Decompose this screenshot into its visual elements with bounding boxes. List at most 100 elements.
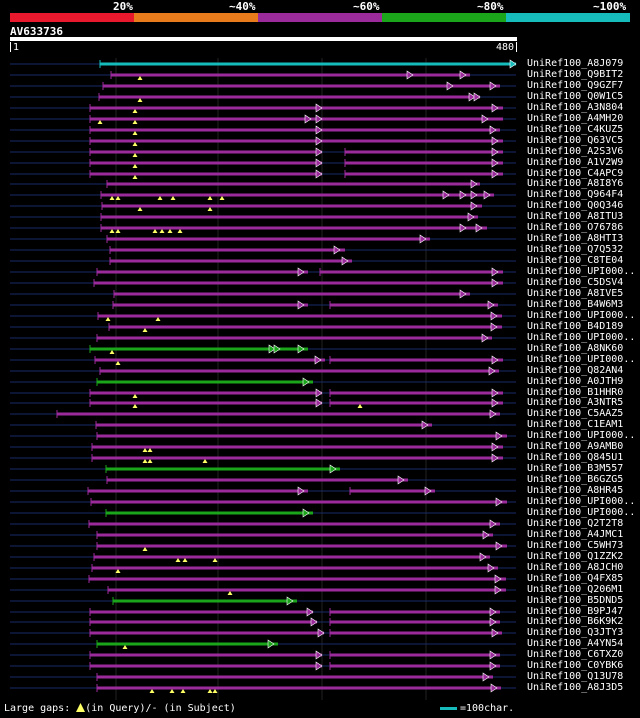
hit-label[interactable]: UniRef100_A8JCH0 — [527, 562, 624, 573]
hit-label[interactable]: UniRef100_C1EAM1 — [527, 419, 624, 430]
hit-row[interactable] — [10, 617, 516, 627]
hit-label[interactable]: UniRef100_A8J3D5 — [527, 682, 624, 693]
hit-label[interactable]: UniRef100_UPI000.. — [527, 266, 636, 277]
hit-row[interactable] — [10, 278, 516, 288]
hit-row[interactable] — [10, 639, 516, 649]
hit-label[interactable]: UniRef100_A3NTR5 — [527, 397, 624, 408]
hit-row[interactable] — [10, 508, 516, 518]
hit-label[interactable]: UniRef100_Q845U1 — [527, 452, 624, 463]
hit-label[interactable]: UniRef100_B1HHR0 — [527, 387, 624, 398]
hit-label[interactable]: UniRef100_B6GZG5 — [527, 474, 624, 485]
hit-label[interactable]: UniRef100_UPI000.. — [527, 310, 636, 321]
hit-row[interactable] — [10, 377, 516, 387]
hit-row[interactable] — [10, 661, 516, 671]
hit-row[interactable] — [10, 92, 516, 102]
hit-label[interactable]: UniRef100_UPI000.. — [527, 354, 636, 365]
hit-row[interactable] — [10, 190, 516, 200]
hit-row[interactable] — [10, 596, 516, 606]
hit-label[interactable]: UniRef100_C4APC9 — [527, 168, 624, 179]
hit-label[interactable]: UniRef100_A4YN54 — [527, 638, 624, 649]
hit-label[interactable]: UniRef100_UPI000.. — [527, 332, 636, 343]
hit-label[interactable]: UniRef100_Q3JTY3 — [527, 627, 624, 638]
hit-row[interactable] — [10, 333, 516, 343]
hit-label[interactable]: UniRef100_A8HR45 — [527, 485, 624, 496]
hit-row[interactable] — [10, 70, 516, 80]
hit-label[interactable]: UniRef100_B3M557 — [527, 463, 624, 474]
hit-row[interactable] — [10, 355, 516, 365]
hit-label[interactable]: UniRef100_B6K9K2 — [527, 616, 624, 627]
hit-row[interactable] — [10, 366, 516, 376]
hit-row[interactable] — [10, 169, 516, 179]
hit-label[interactable]: UniRef100_A8I8Y6 — [527, 178, 624, 189]
hit-row[interactable] — [10, 212, 516, 222]
hit-label[interactable]: UniRef100_B4D189 — [527, 321, 624, 332]
hit-row[interactable] — [10, 114, 516, 124]
hit-row[interactable] — [10, 147, 516, 157]
hit-label[interactable]: UniRef100_Q964F4 — [527, 189, 624, 200]
hit-label[interactable]: UniRef100_C5WH73 — [527, 540, 624, 551]
hit-label[interactable]: UniRef100_UPI000.. — [527, 496, 636, 507]
hit-row[interactable] — [10, 585, 516, 595]
hit-label[interactable]: UniRef100_Q9BIT2 — [527, 69, 624, 80]
hit-row[interactable] — [10, 650, 516, 660]
hit-label[interactable]: UniRef100_Q206M1 — [527, 584, 624, 595]
hit-row[interactable] — [10, 486, 516, 496]
hit-label[interactable]: UniRef100_A2S3V6 — [527, 146, 624, 157]
hit-label[interactable]: UniRef100_B4W6M3 — [527, 299, 624, 310]
hit-row[interactable] — [10, 497, 516, 507]
hit-row[interactable] — [10, 431, 516, 441]
hit-row[interactable] — [10, 409, 516, 419]
hit-label[interactable]: UniRef100_B9PJ47 — [527, 606, 624, 617]
hit-row[interactable] — [10, 453, 516, 463]
hit-label[interactable]: UniRef100_A8ITU3 — [527, 211, 624, 222]
hit-label[interactable]: UniRef100_A9AMB0 — [527, 441, 624, 452]
hit-row[interactable] — [10, 158, 516, 168]
hit-label[interactable]: UniRef100_C5AAZ5 — [527, 408, 624, 419]
hit-row[interactable] — [10, 81, 516, 91]
hit-row[interactable] — [10, 530, 516, 540]
hit-row[interactable] — [10, 289, 516, 299]
hit-label[interactable]: UniRef100_A8HTI3 — [527, 233, 624, 244]
hit-label[interactable]: UniRef100_O76786 — [527, 222, 624, 233]
hit-row[interactable] — [10, 322, 516, 332]
hit-label[interactable]: UniRef100_Q63VC5 — [527, 135, 624, 146]
hit-row[interactable] — [10, 245, 516, 255]
hit-label[interactable]: UniRef100_A8NK60 — [527, 343, 624, 354]
hit-label[interactable]: UniRef100_C8TE04 — [527, 255, 624, 266]
hit-row[interactable] — [10, 59, 517, 69]
hit-label[interactable]: UniRef100_Q13U78 — [527, 671, 624, 682]
hit-label[interactable]: UniRef100_A8J079 — [527, 58, 624, 69]
hit-row[interactable] — [10, 672, 516, 682]
hit-label[interactable]: UniRef100_Q82AN4 — [527, 365, 624, 376]
hit-row[interactable] — [10, 464, 516, 474]
hit-row[interactable] — [10, 541, 516, 551]
hit-label[interactable]: UniRef100_Q0Q346 — [527, 200, 624, 211]
hit-label[interactable]: UniRef100_A4MH20 — [527, 113, 624, 124]
hit-row[interactable] — [10, 223, 516, 233]
hit-row[interactable] — [10, 563, 516, 573]
hit-label[interactable]: UniRef100_A1V2W9 — [527, 157, 624, 168]
hit-row[interactable] — [10, 179, 516, 189]
hit-row[interactable] — [10, 136, 516, 146]
hit-label[interactable]: UniRef100_Q9GZF7 — [527, 80, 624, 91]
hit-label[interactable]: UniRef100_UPI000.. — [527, 507, 636, 518]
hit-label[interactable]: UniRef100_C6TXZ0 — [527, 649, 624, 660]
hit-label[interactable]: UniRef100_C5DSV4 — [527, 277, 624, 288]
hit-row[interactable] — [10, 234, 516, 244]
hit-label[interactable]: UniRef100_Q4FX85 — [527, 573, 624, 584]
hit-label[interactable]: UniRef100_A4JMC1 — [527, 529, 624, 540]
hit-row[interactable] — [10, 475, 516, 485]
hit-row[interactable] — [10, 267, 516, 277]
hit-row[interactable] — [10, 311, 516, 321]
hit-row[interactable] — [10, 125, 516, 135]
hit-label[interactable]: UniRef100_C4KUZ5 — [527, 124, 624, 135]
hit-label[interactable]: UniRef100_B5DND5 — [527, 595, 624, 606]
hit-row[interactable] — [10, 552, 516, 562]
hit-label[interactable]: UniRef100_A0JTH9 — [527, 376, 624, 387]
hit-row[interactable] — [10, 442, 516, 452]
hit-row[interactable] — [10, 519, 516, 529]
hit-row[interactable] — [10, 420, 516, 430]
hit-label[interactable]: UniRef100_Q0W1C5 — [527, 91, 624, 102]
hit-row[interactable] — [10, 683, 516, 693]
hit-label[interactable]: UniRef100_A3N804 — [527, 102, 624, 113]
